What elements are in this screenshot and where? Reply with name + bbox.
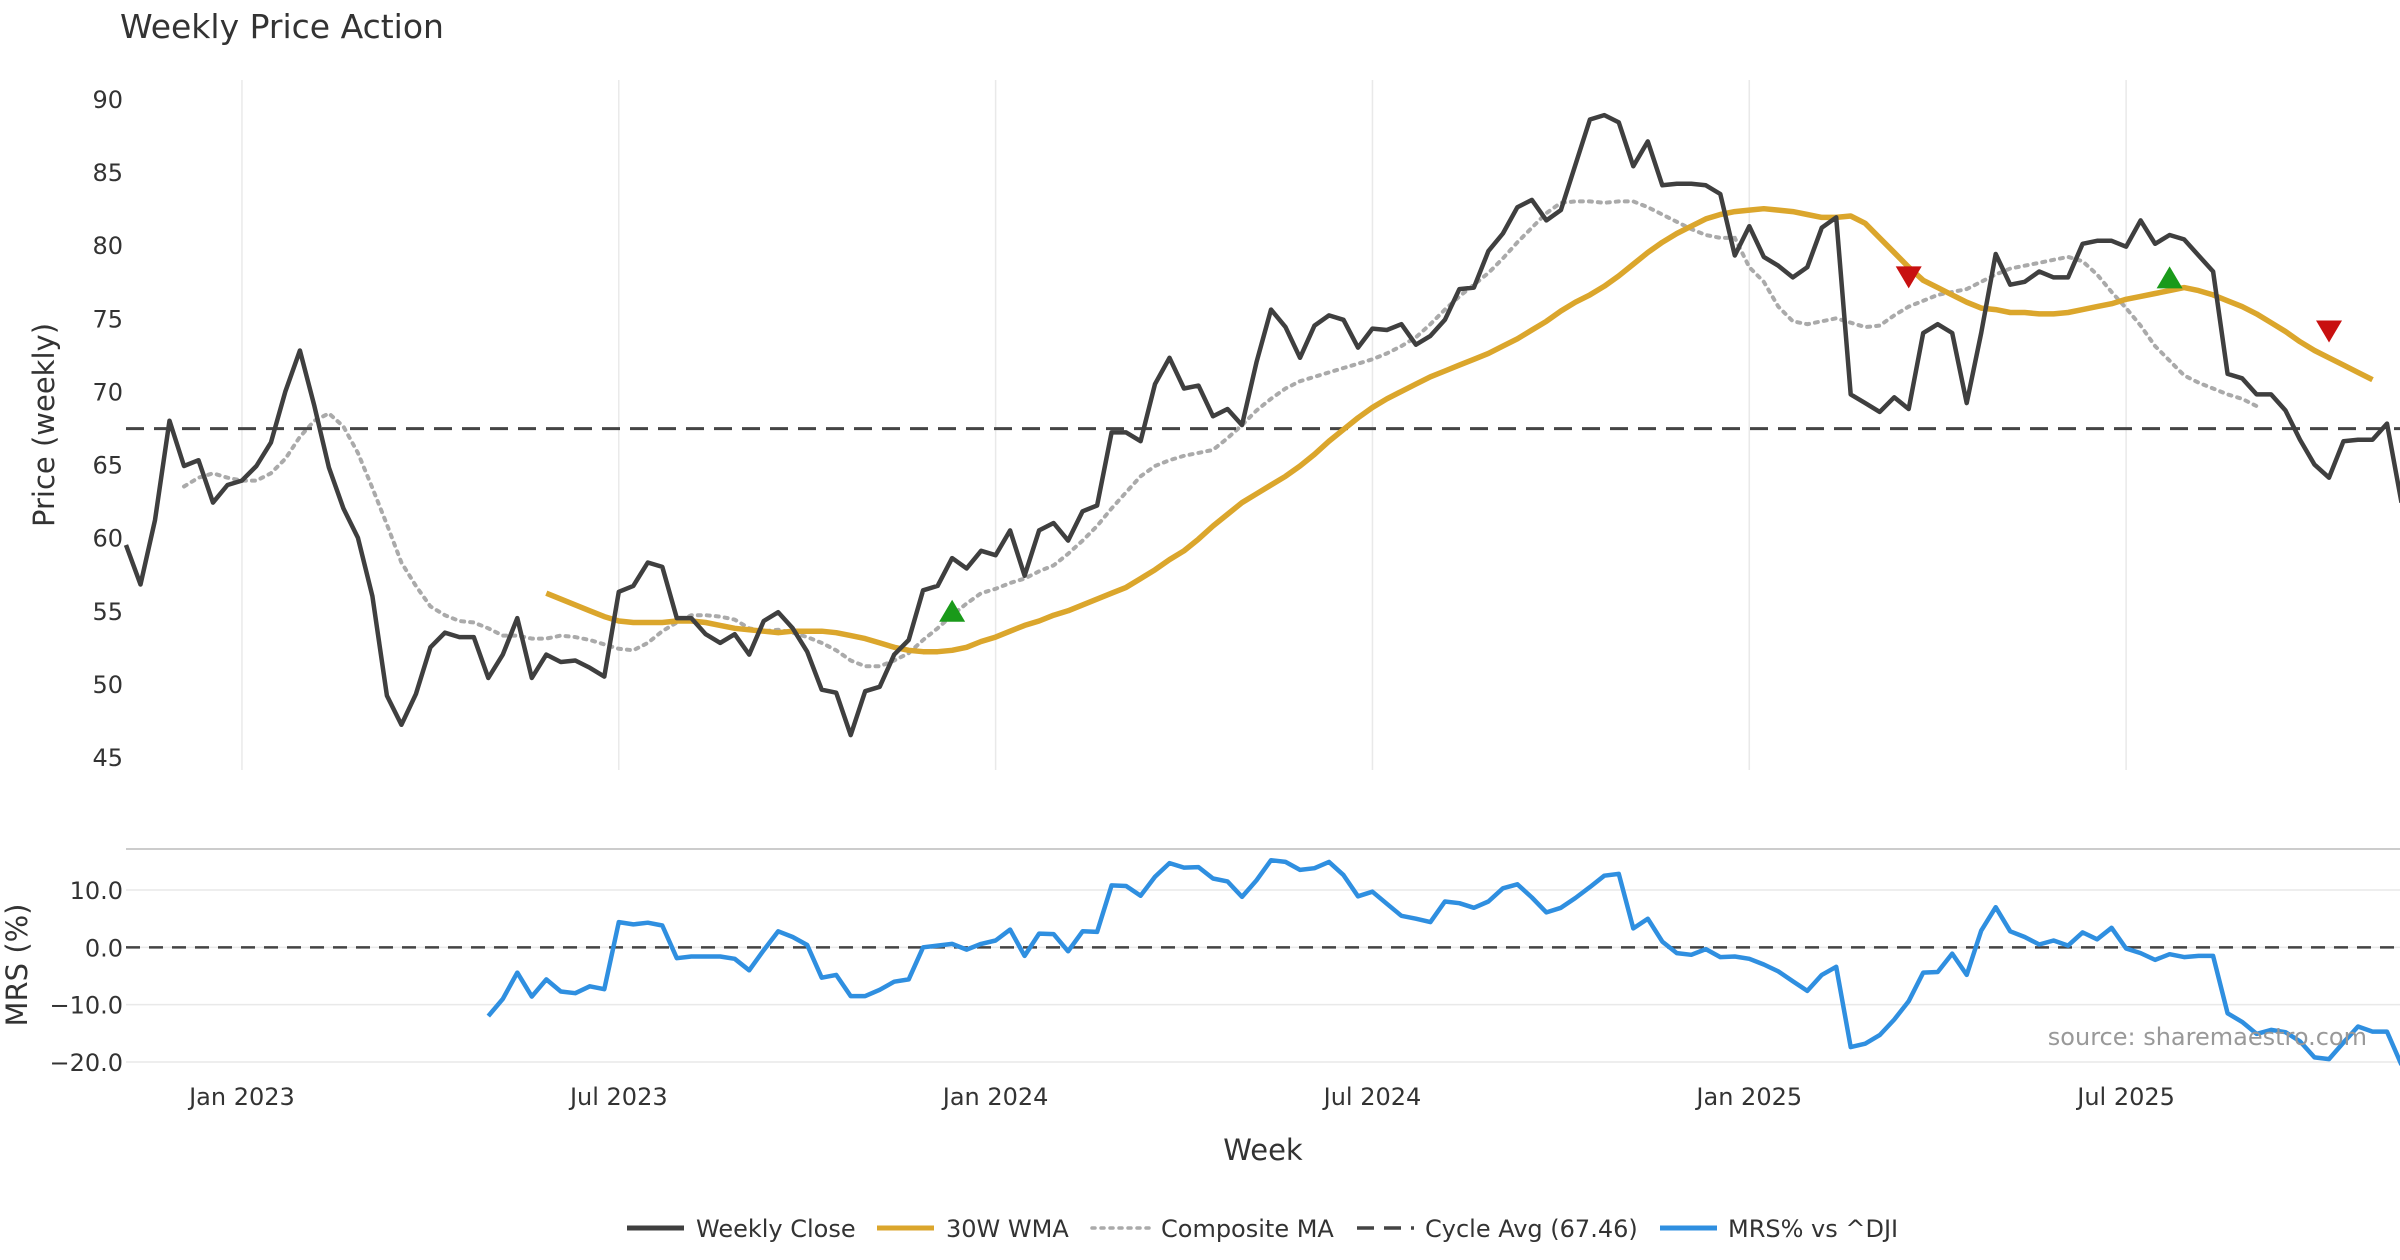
mrs-y-tick-label: 0.0	[85, 934, 123, 962]
legend-label: Composite MA	[1161, 1215, 1334, 1243]
legend-label: 30W WMA	[946, 1215, 1069, 1243]
x-tick-label: Jul 2024	[1322, 1083, 1422, 1111]
x-ticks: Jan 2023 Jul 2023 Jan 2024 Jul 2024 Jan 2025…	[187, 1083, 2175, 1111]
buy-signal-marker	[939, 599, 966, 622]
price-y-ticks: 45 50 55 60 65 70 75 80 85 90	[92, 86, 123, 772]
price-y-tick-label: 75	[92, 305, 123, 333]
weekly-close-line	[123, 112, 2400, 738]
buy-signal-marker	[2156, 266, 2183, 289]
mrs-series	[126, 857, 2400, 1066]
x-tick-label: Jul 2023	[568, 1083, 668, 1111]
mrs-y-tick-label: 10.0	[70, 877, 123, 905]
price-y-tick-label: 45	[92, 744, 123, 772]
price-y-tick-label: 60	[92, 525, 123, 553]
mrs-y-tick-label: −20.0	[49, 1049, 123, 1077]
sell-signal-marker	[2316, 320, 2343, 343]
legend-label: MRS% vs ^DJI	[1728, 1215, 1898, 1243]
source-note: source: sharemaestro.com	[2048, 1023, 2367, 1051]
sell-signal-marker	[1895, 266, 1922, 289]
price-y-tick-label: 55	[92, 598, 123, 626]
price-y-tick-label: 50	[92, 671, 123, 699]
price-y-tick-label: 70	[92, 378, 123, 406]
legend-label: Cycle Avg (67.46)	[1425, 1215, 1638, 1243]
x-axis-label: Week	[1223, 1133, 1303, 1167]
mrs-line	[486, 857, 2400, 1066]
chart-title: Weekly Price Action	[120, 7, 444, 46]
x-tick-label: Jan 2024	[941, 1083, 1049, 1111]
mrs-y-tick-label: −10.0	[49, 992, 123, 1020]
price-y-tick-label: 65	[92, 452, 123, 480]
legend: Weekly Close 30W WMA Composite MA Cycle Avg…	[627, 1215, 1898, 1243]
x-tick-label: Jan 2025	[1694, 1083, 1802, 1111]
x-tick-label: Jul 2025	[2075, 1083, 2175, 1111]
price-y-tick-label: 90	[92, 86, 123, 114]
price-y-tick-label: 85	[92, 159, 123, 187]
price-series	[123, 112, 2400, 738]
mrs-y-ticks: −20.0 −10.0 0.0 10.0	[49, 877, 123, 1077]
composite-ma-line	[182, 199, 2259, 669]
x-tick-label: Jan 2023	[187, 1083, 295, 1111]
legend-label: Weekly Close	[696, 1215, 856, 1243]
price-grid	[241, 80, 2127, 770]
price-y-axis-label: Price (weekly)	[27, 323, 61, 527]
mrs-y-axis-label: MRS (%)	[0, 904, 34, 1027]
wma-30w-line	[545, 205, 2374, 655]
signal-markers	[939, 266, 2343, 622]
price-y-tick-label: 80	[92, 232, 123, 260]
